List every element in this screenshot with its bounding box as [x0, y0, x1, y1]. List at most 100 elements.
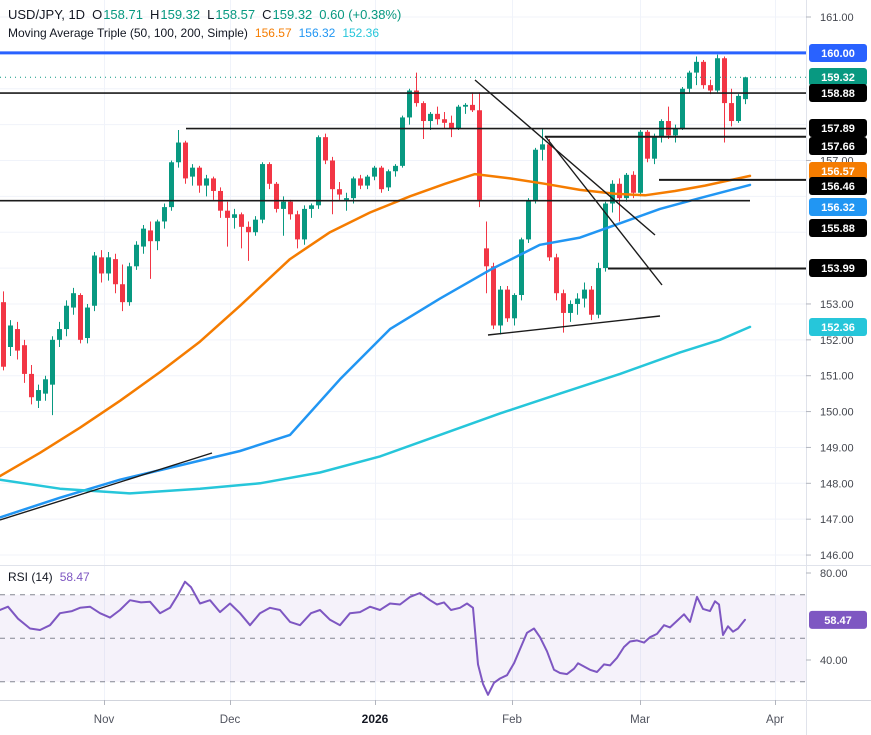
price-badge: 158.88 — [809, 84, 867, 102]
candle-body — [687, 72, 692, 89]
candle-body — [386, 171, 391, 188]
plot-area[interactable] — [0, 0, 806, 700]
time-label: Dec — [220, 714, 241, 726]
price-badge-bg — [809, 198, 867, 216]
candle-body — [29, 373, 34, 398]
candle-body — [330, 160, 335, 190]
candle-body — [708, 85, 713, 91]
symbol-legend: USD/JPY, 1D O 158.71 H 159.32 L 158.57 C 159… — [8, 7, 401, 22]
candle-body — [1, 302, 6, 367]
candle-body — [120, 284, 125, 303]
price-badge: 153.99 — [809, 259, 867, 277]
price-axis[interactable]: 161.00157.00153.00152.00151.00150.00149.… — [806, 12, 867, 667]
candle-body — [470, 104, 475, 111]
candle-body — [274, 183, 279, 209]
price-badge-text: 157.89 — [821, 123, 855, 135]
rsi-badge-bg — [809, 610, 867, 629]
candle-body — [680, 88, 685, 129]
candle-body — [64, 305, 69, 330]
price-badge-bg — [809, 119, 867, 137]
candle-body — [253, 219, 258, 233]
candle-body — [22, 345, 27, 374]
price-badge-bg — [809, 137, 867, 155]
candle-body — [596, 268, 601, 315]
ma-line-1 — [0, 172, 752, 478]
trendline[interactable] — [487, 315, 661, 336]
candle-body — [176, 142, 181, 163]
rsi-line — [0, 580, 746, 696]
candlestick-series[interactable] — [1, 54, 748, 416]
time-label: Mar — [630, 714, 650, 726]
time-label: Nov — [94, 714, 115, 726]
price-badge-bg — [809, 219, 867, 237]
price-badge-text: 157.66 — [821, 141, 855, 153]
candle-body — [449, 122, 454, 129]
candle-body — [463, 104, 468, 107]
rsi-indicator-legend: RSI (14) 58.47 — [8, 570, 90, 584]
candle-body — [533, 149, 538, 200]
price-badge-text: 159.32 — [821, 72, 855, 84]
candle-body — [302, 208, 307, 240]
rsi-badge: 58.47 — [809, 610, 867, 629]
candle-body — [505, 289, 510, 319]
candle-body — [722, 58, 727, 104]
time-axis[interactable]: Nov Dec 2026 Feb Mar Apr — [94, 700, 784, 726]
candle-body — [36, 390, 41, 401]
candle-body — [603, 203, 608, 269]
candle-body — [407, 90, 412, 118]
candle-body — [57, 329, 62, 340]
candle-body — [169, 162, 174, 208]
candle-body — [645, 131, 650, 159]
change-value: 0.60 (+0.38%) — [319, 7, 402, 22]
candle-body — [113, 259, 118, 285]
trendline[interactable] — [0, 452, 213, 521]
price-badge-text: 153.99 — [821, 263, 855, 275]
price-label: 151.00 — [820, 371, 854, 383]
trendline[interactable] — [544, 135, 663, 286]
price-badge-bg — [809, 259, 867, 277]
price-badge-text: 156.32 — [821, 202, 855, 214]
candle-body — [484, 248, 489, 267]
candle-body — [456, 106, 461, 129]
candle-body — [393, 165, 398, 172]
candle-body — [673, 128, 678, 136]
candle-body — [267, 164, 272, 184]
time-label: Apr — [766, 714, 784, 726]
candle-body — [414, 90, 419, 104]
price-label: 152.00 — [820, 335, 854, 347]
candle-body — [134, 244, 139, 267]
price-badge-text: 156.57 — [821, 166, 855, 178]
candle-body — [148, 230, 153, 242]
rsi-indicator-title: RSI (14) — [8, 570, 53, 584]
candle-body — [15, 329, 20, 351]
trendline[interactable] — [474, 79, 656, 236]
price-label: 153.00 — [820, 299, 854, 311]
price-badge: 156.57 — [809, 162, 867, 180]
candle-body — [589, 289, 594, 315]
price-badge: 156.32 — [809, 198, 867, 216]
price-badge: 157.66 — [809, 137, 867, 155]
candle-body — [477, 110, 482, 200]
candle-body — [43, 379, 48, 394]
price-label: 147.00 — [820, 514, 854, 526]
ma100-value: 156.32 — [298, 26, 336, 40]
price-badge: 157.89 — [809, 119, 867, 137]
candle-body — [442, 119, 447, 123]
candle-body — [316, 137, 321, 206]
price-badge-text: 158.88 — [821, 88, 855, 100]
price-badge-bg — [809, 318, 867, 336]
ma-line-3 — [0, 325, 752, 495]
candle-body — [127, 266, 132, 303]
candle-body — [715, 58, 720, 91]
candle-body — [554, 257, 559, 294]
candle-body — [428, 113, 433, 122]
open-value: O 158.71 — [92, 7, 143, 22]
candle-body — [323, 137, 328, 161]
rsi-value: 58.47 — [59, 570, 90, 584]
candle-body — [92, 255, 97, 306]
low-value: L 158.57 — [207, 7, 256, 22]
candle-body — [498, 289, 503, 326]
candle-body — [372, 167, 377, 177]
candle-body — [50, 339, 55, 385]
